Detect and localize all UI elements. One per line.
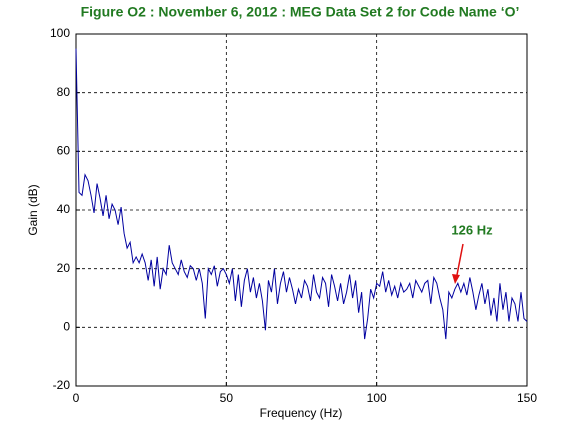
y-tick-label: 0 [63,320,70,334]
data-line [75,48,528,340]
x-tick-label: 150 [517,391,537,405]
x-tick-label: 50 [220,391,234,405]
x-tick-label: 0 [73,391,80,405]
y-tick-label: -20 [53,378,71,392]
annotation-arrowhead [452,274,460,284]
y-tick-label: 60 [57,144,71,158]
y-tick-label: 40 [57,202,71,216]
y-axis-label: Gain (dB) [26,184,40,235]
x-tick-label: 100 [367,391,387,405]
annotation: 126 Hz [451,222,493,237]
annotation-arrow [455,243,464,281]
y-tick-label: 100 [50,26,70,40]
x-axis-label: Frequency (Hz) [260,406,343,420]
y-tick-label: 20 [57,261,71,275]
chart-title: Figure O2 : November 6, 2012 : MEG Data … [81,4,520,20]
plot-frame [75,33,528,387]
y-tick-label: 80 [57,85,71,99]
